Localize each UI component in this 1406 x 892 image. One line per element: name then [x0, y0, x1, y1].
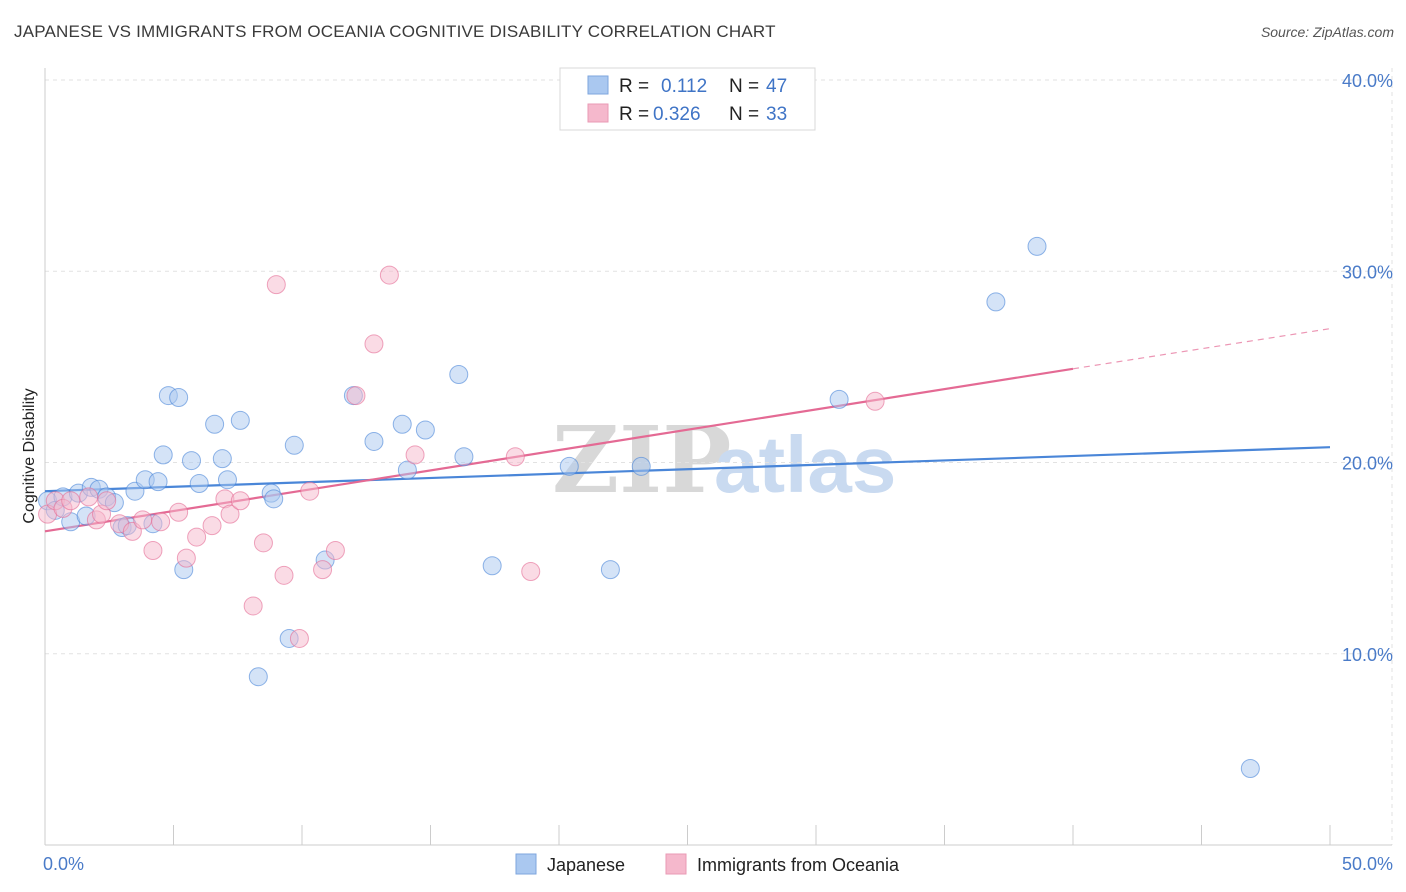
legend-n-label: N =	[729, 104, 759, 125]
point-japanese	[264, 489, 284, 509]
point-japanese	[217, 470, 237, 490]
legend-swatch-oceania	[587, 103, 609, 123]
legend-r-value: 0.112	[661, 76, 707, 97]
point-japanese	[449, 365, 469, 385]
point-oceania	[313, 560, 333, 580]
legend: R = 0.112 N = 47 R = 0.326 N = 33	[559, 67, 816, 131]
point-japanese	[559, 456, 579, 476]
y-tick-label: 40.0%	[1342, 71, 1393, 91]
point-japanese	[181, 451, 201, 471]
trend-line-japanese	[44, 446, 1331, 493]
point-japanese	[1240, 759, 1260, 778]
point-japanese	[205, 414, 225, 434]
bottom-legend-swatch-oceania	[665, 853, 687, 875]
point-japanese	[600, 560, 620, 580]
point-oceania	[521, 562, 541, 582]
point-oceania	[133, 510, 153, 530]
point-japanese	[482, 556, 502, 576]
trend-extension-oceania	[1072, 328, 1331, 370]
data-points	[38, 236, 1260, 778]
y-tick-label: 20.0%	[1342, 454, 1393, 474]
point-oceania	[230, 491, 250, 511]
x-tick-label: 0.0%	[43, 854, 84, 874]
point-oceania	[505, 447, 525, 467]
point-oceania	[202, 516, 222, 536]
legend-n-label: N =	[729, 76, 759, 97]
legend-r-label: R =	[619, 104, 649, 125]
point-oceania	[253, 533, 273, 553]
point-japanese	[284, 435, 304, 455]
point-japanese	[189, 474, 209, 494]
trend-lines	[44, 328, 1331, 533]
legend-swatch-japanese	[587, 75, 609, 95]
point-japanese	[169, 387, 189, 407]
y-axis-label: Cognitive Disability	[21, 388, 38, 523]
point-japanese	[392, 414, 412, 434]
legend-n-value: 33	[766, 104, 787, 125]
point-japanese	[230, 410, 250, 430]
point-oceania	[364, 334, 384, 354]
bottom-legend-japanese: Japanese	[547, 855, 625, 875]
point-japanese	[631, 456, 651, 476]
point-oceania	[151, 512, 171, 532]
point-oceania	[289, 628, 309, 648]
y-tick-label: 30.0%	[1342, 262, 1393, 282]
point-oceania	[97, 491, 117, 511]
point-oceania	[274, 565, 294, 585]
y-tick-label: 10.0%	[1342, 645, 1393, 665]
chart-source: Source: ZipAtlas.com	[1260, 24, 1394, 40]
bottom-legend-oceania: Immigrants from Oceania	[697, 855, 900, 875]
point-japanese	[415, 420, 435, 440]
point-japanese	[986, 292, 1006, 312]
point-japanese	[148, 472, 168, 492]
point-japanese	[829, 389, 849, 409]
chart-title: JAPANESE VS IMMIGRANTS FROM OCEANIA COGN…	[14, 22, 776, 41]
axes	[44, 68, 1392, 846]
legend-n-value: 47	[766, 76, 787, 97]
point-japanese	[212, 449, 232, 469]
legend-r-label: R =	[619, 76, 649, 97]
point-oceania	[220, 504, 240, 524]
point-oceania	[266, 275, 286, 295]
point-japanese	[397, 460, 417, 480]
bottom-legend: Japanese Immigrants from Oceania	[515, 853, 900, 875]
point-japanese	[454, 447, 474, 467]
point-oceania	[187, 527, 207, 547]
legend-r-value: 0.326	[653, 104, 701, 125]
point-oceania	[346, 386, 366, 406]
tick-labels: 10.0% 20.0% 30.0% 40.0% 0.0% 50.0%	[43, 71, 1393, 874]
point-japanese	[364, 431, 384, 451]
point-oceania	[169, 502, 189, 522]
point-oceania	[79, 487, 99, 507]
point-oceania	[300, 481, 320, 501]
point-oceania	[325, 540, 345, 560]
trend-line-oceania	[44, 367, 1074, 533]
point-oceania	[243, 596, 263, 616]
point-oceania	[405, 445, 425, 465]
point-japanese	[153, 445, 173, 465]
point-oceania	[865, 391, 885, 411]
point-oceania	[143, 540, 163, 560]
point-oceania	[61, 491, 81, 511]
bottom-legend-swatch-japanese	[515, 853, 537, 875]
point-oceania	[176, 548, 196, 568]
point-oceania	[379, 265, 399, 285]
point-japanese	[1027, 236, 1047, 256]
point-japanese	[248, 667, 268, 687]
x-tick-label: 50.0%	[1342, 854, 1393, 874]
